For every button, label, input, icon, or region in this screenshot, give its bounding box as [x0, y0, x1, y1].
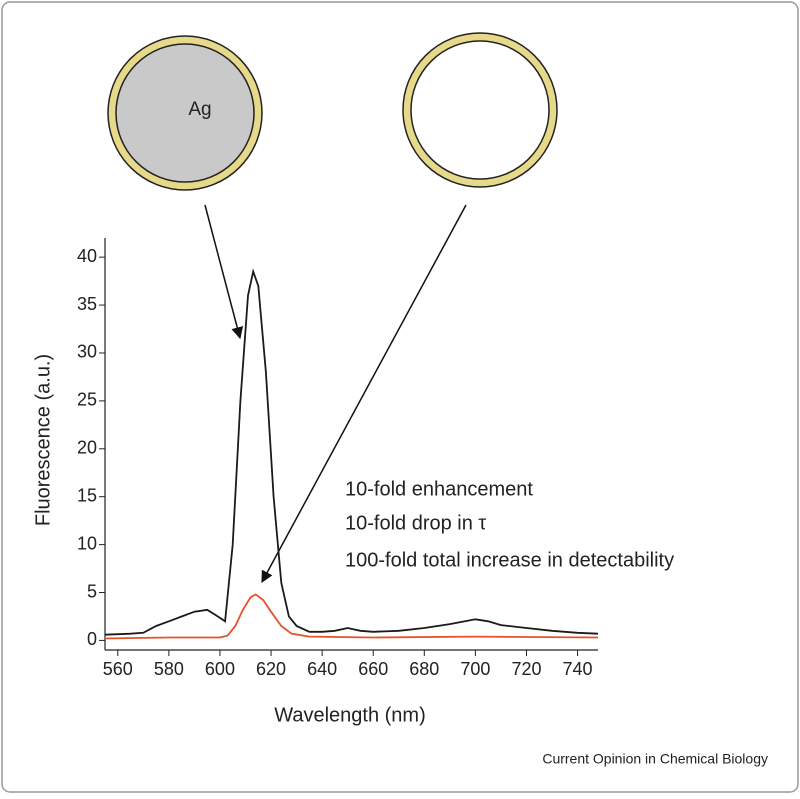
annotation: 10-fold enhancement	[345, 478, 533, 500]
x-tick-label: 700	[460, 659, 490, 679]
series-line	[104, 593, 599, 640]
particle-outline	[107, 35, 263, 191]
y-tick-label: 5	[87, 581, 97, 601]
x-tick-label: 660	[358, 659, 388, 679]
y-tick-label: 40	[77, 246, 97, 266]
y-tick-label: 35	[77, 294, 97, 314]
x-tick-label: 600	[205, 659, 235, 679]
series-line	[104, 268, 599, 636]
annotation: 100-fold total increase in detectability	[345, 549, 674, 571]
x-tick-label: 620	[256, 659, 286, 679]
x-tick-label: 560	[103, 659, 133, 679]
y-tick-label: 30	[77, 342, 97, 362]
arrow	[204, 204, 244, 340]
shell-outline	[410, 40, 550, 180]
y-tick-label: 15	[77, 485, 97, 505]
y-axis-label: Fluorescence (a.u.)	[32, 354, 54, 526]
silver-particle	[108, 36, 262, 190]
x-tick-label: 720	[511, 659, 541, 679]
source: Current Opinion in Chemical Biology	[542, 751, 768, 767]
x-tick-label: 580	[154, 659, 184, 679]
annotation: 10-fold drop in τ	[345, 512, 486, 534]
x-axis-label: Wavelength (nm)	[274, 704, 426, 726]
particle-outline	[115, 43, 255, 183]
y-tick-label: 10	[77, 533, 97, 553]
x-tick-label: 640	[307, 659, 337, 679]
y-tick-label: 25	[77, 390, 97, 410]
y-tick-label: 20	[77, 438, 97, 458]
empty-shell	[403, 33, 557, 187]
x-tick-label: 740	[563, 659, 593, 679]
shell-outline	[402, 32, 558, 188]
arrow	[261, 204, 467, 584]
y-tick-label: 0	[87, 629, 97, 649]
x-tick-label: 680	[409, 659, 439, 679]
annotation: Ag	[188, 99, 211, 120]
